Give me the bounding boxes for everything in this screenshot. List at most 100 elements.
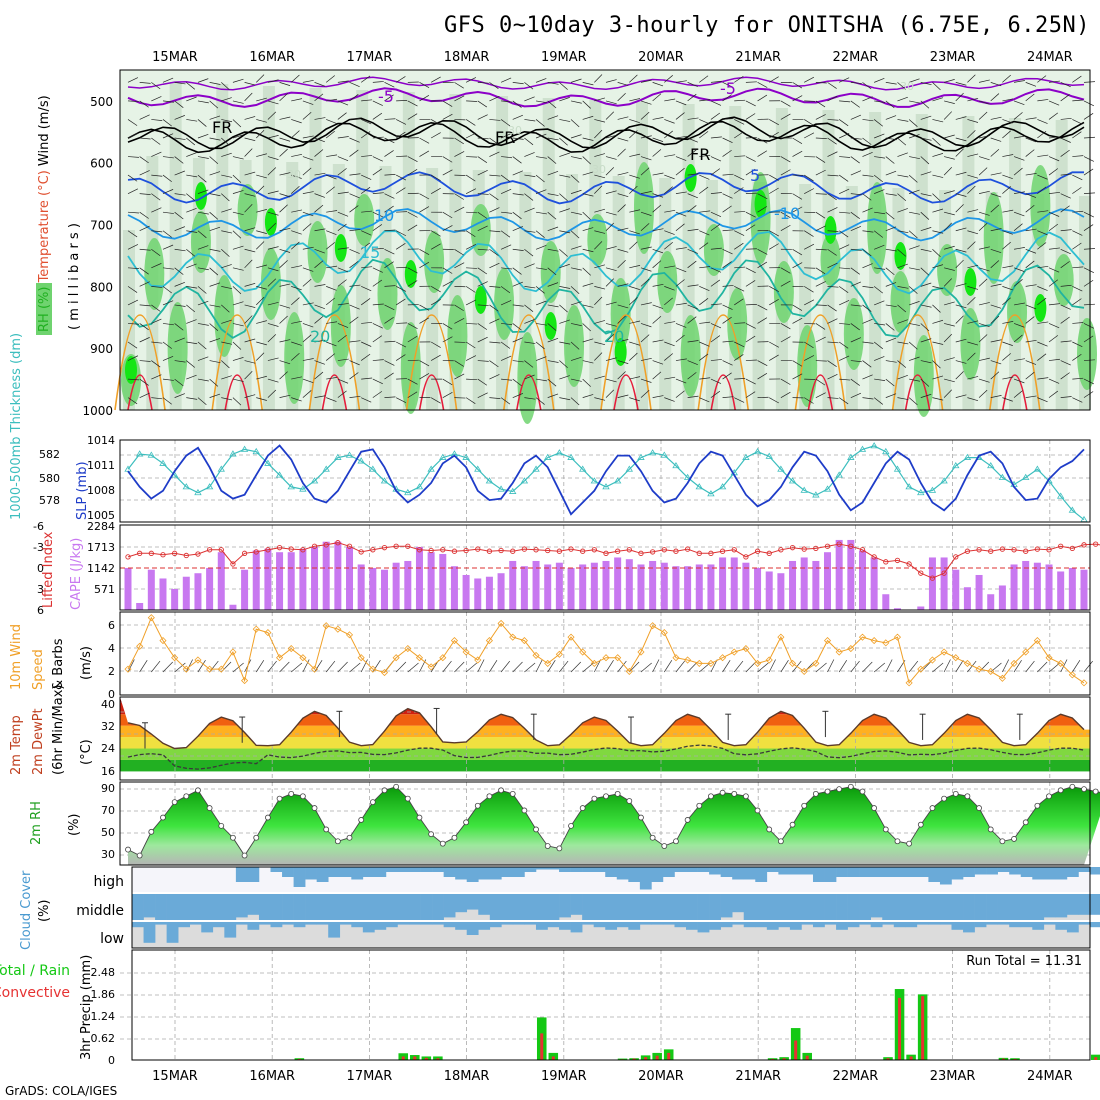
lifted-index-point — [673, 548, 679, 554]
wind-barb — [267, 357, 279, 361]
run-total-label: Run Total = 11.31 — [966, 954, 1082, 969]
thickness-point — [940, 477, 948, 484]
thickness-point — [753, 447, 762, 455]
cape-bar — [334, 541, 342, 610]
contour-label: 20 — [604, 327, 624, 346]
thickness-point — [928, 486, 937, 493]
wind-barb — [1002, 321, 1014, 324]
wind-barb — [139, 248, 151, 251]
wind-barb — [617, 304, 629, 309]
cloud-bar — [893, 922, 906, 928]
wind-barb — [442, 267, 453, 274]
wind-barb — [1072, 230, 1083, 236]
wind-barb — [151, 137, 161, 145]
wind-barb — [944, 267, 955, 271]
thickness-point — [683, 473, 692, 480]
wind-barb — [361, 99, 373, 102]
rh-blob — [1053, 254, 1074, 306]
wind-barb — [489, 174, 501, 177]
wind-barb — [1025, 173, 1037, 176]
wind-barb — [256, 230, 267, 234]
wind-barb — [804, 230, 814, 237]
wind-barb — [512, 193, 524, 196]
cloud-bar — [905, 867, 918, 877]
wind-barb — [395, 76, 406, 83]
lifted-index-point — [393, 543, 399, 549]
wind-barb — [279, 339, 291, 343]
wind-barb — [162, 189, 174, 194]
rh-point — [1011, 836, 1017, 842]
wind-barb — [349, 248, 360, 254]
wind-barb — [1025, 93, 1035, 102]
chart-labels: 15MAR15MAR16MAR16MAR17MAR17MAR18MAR18MAR… — [0, 50, 1091, 1084]
wind-barb — [419, 261, 430, 269]
wind-barb — [512, 281, 524, 287]
contour-label: -5 — [378, 87, 394, 106]
wind-barb — [944, 190, 955, 194]
lifted-index-point — [953, 554, 959, 560]
wind-barb — [629, 98, 641, 102]
wind-barb — [652, 315, 662, 324]
lifted-index-point — [171, 550, 178, 556]
cloud-bar — [847, 894, 860, 920]
cape-bar — [229, 604, 237, 610]
wind-barb — [1083, 224, 1094, 232]
thickness-point — [509, 487, 517, 494]
surface-wind-barb — [932, 662, 944, 673]
wind-barb — [197, 356, 209, 361]
cloud-bar — [362, 867, 375, 877]
wind-barb — [290, 130, 300, 139]
wind-barb — [804, 76, 815, 83]
wind-barb — [489, 360, 499, 368]
rh-point — [369, 799, 376, 806]
thickness-ylabel: 1000-500mb Thickness (dm) — [9, 333, 24, 520]
rh-point — [299, 793, 306, 800]
wind-barb — [197, 323, 209, 326]
wind-barb — [710, 390, 721, 398]
date-label-bottom: 17MAR — [347, 1069, 393, 1084]
wind-barb — [1060, 193, 1071, 199]
wind-barb — [605, 323, 617, 327]
wind-barb — [500, 230, 511, 238]
wind-barb — [839, 299, 850, 306]
wind-barb — [664, 230, 675, 235]
surface-wind-barb — [454, 661, 465, 673]
rh-point — [136, 852, 143, 859]
thickness-point — [1022, 473, 1030, 480]
wind-barb — [244, 394, 256, 398]
wind-barb — [186, 174, 198, 178]
surface-wind-barb — [745, 661, 756, 673]
rh-column — [356, 90, 369, 410]
wind-barb — [745, 137, 757, 139]
wind-barb — [477, 156, 488, 164]
rh-point — [265, 814, 271, 821]
wind-barb — [897, 230, 909, 234]
wind-barb — [1048, 323, 1060, 329]
wind-barb — [675, 135, 687, 139]
wind-barb — [186, 304, 196, 313]
wind-barb — [430, 76, 441, 83]
wind-barb — [384, 304, 395, 311]
wind-barb — [349, 372, 359, 380]
surface-wind-barb — [838, 660, 848, 673]
wind-barb — [256, 119, 267, 123]
surface-wind-barb — [873, 662, 886, 673]
cape-bar — [719, 557, 727, 610]
slp-line — [127, 444, 1085, 516]
cloud-bar — [628, 922, 641, 930]
rh-blob — [540, 241, 561, 303]
cloud-bar — [593, 894, 606, 920]
cloud-bar — [986, 922, 998, 925]
cloud-bar — [928, 894, 941, 920]
wind-barb — [1072, 397, 1083, 403]
thickness-point — [870, 442, 878, 449]
wind-barb — [955, 193, 967, 197]
wind-barb — [699, 210, 711, 213]
wind-barb — [699, 99, 711, 102]
wind-barb — [710, 80, 722, 83]
wind-barb — [314, 193, 325, 198]
cloud-bar — [997, 894, 1010, 920]
wind-barb — [197, 267, 209, 271]
lifted-index-point — [335, 540, 341, 546]
wind-barb — [978, 167, 988, 176]
